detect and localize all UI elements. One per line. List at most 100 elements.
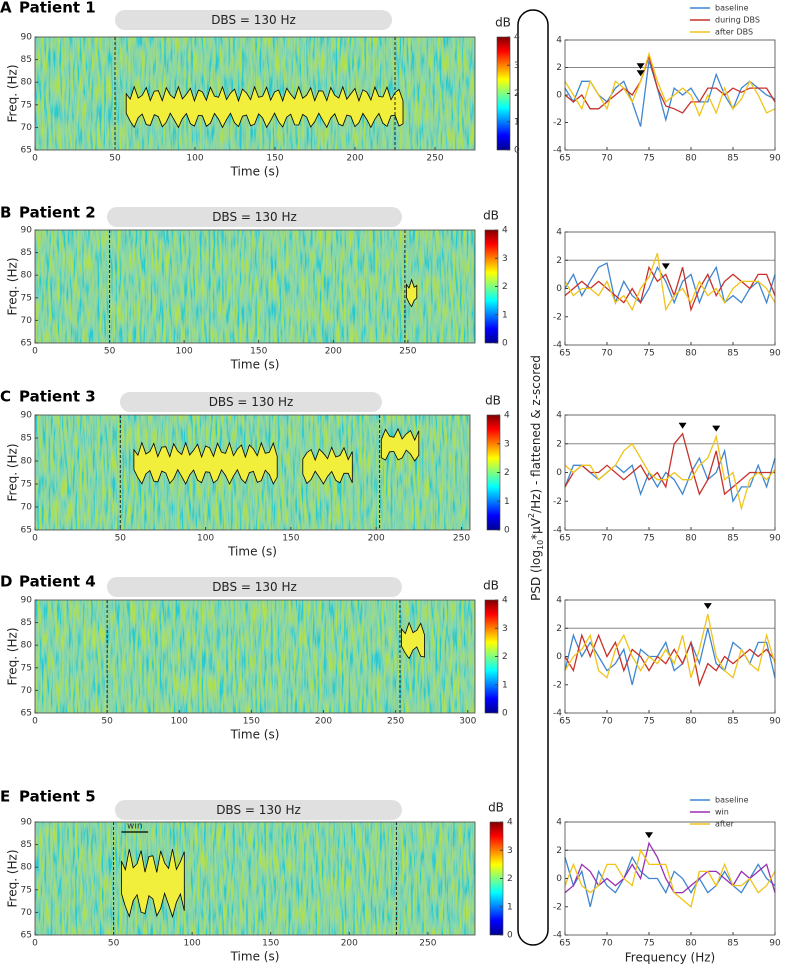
panel-letter: C xyxy=(0,388,11,406)
window-label: win xyxy=(127,822,143,832)
x-tick-label: 65 xyxy=(559,534,570,544)
x-tick-label: 50 xyxy=(101,717,113,727)
panel-letter: E xyxy=(0,788,10,806)
panel-title: Patient 4 xyxy=(19,573,96,591)
colorbar-tick-label: 2 xyxy=(507,874,513,884)
x-axis-label: Time (s) xyxy=(230,358,280,372)
x-tick-label: 70 xyxy=(601,349,613,359)
label-part: *µV xyxy=(529,517,543,540)
series-line xyxy=(564,841,776,894)
y-axis-label: Freq. (Hz) xyxy=(6,443,20,501)
y-tick-label: 2 xyxy=(556,63,562,73)
x-tick-label: 80 xyxy=(685,939,697,949)
legend-label: baseline xyxy=(715,4,749,13)
y-tick-label: -4 xyxy=(553,931,562,941)
y-tick-label: 90 xyxy=(21,226,33,236)
plot-frame xyxy=(34,229,476,344)
label-part: /Hz) - flattened & z-scored xyxy=(529,355,543,513)
y-tick-label: 85 xyxy=(21,248,32,258)
panel-letter: B xyxy=(0,204,11,222)
x-tick-label: 80 xyxy=(685,349,697,359)
y-tick-label: 75 xyxy=(21,293,32,303)
x-tick-label: 250 xyxy=(387,717,404,727)
annotation-box xyxy=(107,207,402,227)
series-line xyxy=(564,855,776,907)
annotation: DBS = 130 Hz xyxy=(216,803,301,817)
x-tick-label: 90 xyxy=(769,154,781,164)
y-tick-label: -2 xyxy=(553,497,562,507)
x-tick-label: 75 xyxy=(643,349,654,359)
annotation: DBS = 130 Hz xyxy=(211,13,296,27)
panel-letter: A xyxy=(0,0,12,17)
annotation: DBS = 130 Hz xyxy=(209,395,294,409)
y-tick-label: 0 xyxy=(556,284,562,294)
x-tick-label: 250 xyxy=(453,534,470,544)
cluster xyxy=(133,441,278,485)
cluster xyxy=(401,621,425,660)
series-line xyxy=(564,54,776,114)
panel-title: Patient 2 xyxy=(19,204,96,222)
colorbar-label: dB xyxy=(483,579,499,593)
y-tick-label: 70 xyxy=(21,503,33,513)
peak-marker xyxy=(636,63,645,70)
x-tick-label: 70 xyxy=(601,154,613,164)
x-tick-label: 80 xyxy=(685,154,697,164)
y-tick-label: 75 xyxy=(21,100,32,110)
x-tick-label: 85 xyxy=(727,717,738,727)
y-tick-label: 65 xyxy=(21,146,32,156)
y-tick-label: 80 xyxy=(21,457,33,467)
x-tick-label: 250 xyxy=(399,347,416,357)
colorbar-tick-label: 0 xyxy=(502,709,508,719)
y-tick-label: -4 xyxy=(553,526,562,536)
x-axis-label: Time (s) xyxy=(230,950,280,964)
x-tick-label: 100 xyxy=(176,347,193,357)
x-tick-label: 75 xyxy=(643,717,654,727)
y-tick-label: 0 xyxy=(556,874,562,884)
x-tick-label: 85 xyxy=(727,154,738,164)
x-tick-label: 0 xyxy=(32,717,38,727)
annotation-box xyxy=(115,10,392,30)
spectrogram-texture xyxy=(35,822,475,935)
peak-marker xyxy=(703,603,712,610)
annotation-box xyxy=(107,577,402,597)
x-tick-label: 75 xyxy=(643,154,654,164)
y-tick-label: 85 xyxy=(21,55,32,65)
peak-marker xyxy=(645,832,653,839)
x-tick-label: 80 xyxy=(685,717,697,727)
y-tick-label: 75 xyxy=(21,885,32,895)
x-tick-label: 90 xyxy=(769,534,781,544)
x-tick-label: 0 xyxy=(32,347,38,357)
panel-title: Patient 1 xyxy=(19,0,96,17)
y-tick-label: 4 xyxy=(556,228,562,238)
series-line xyxy=(564,434,776,511)
y-tick-label: 70 xyxy=(21,316,33,326)
peak-marker xyxy=(636,70,645,77)
label-sup: 2 xyxy=(527,513,536,518)
y-tick-label: 2 xyxy=(556,624,562,634)
legend-label: after DBS xyxy=(715,28,753,37)
peak-marker xyxy=(678,422,687,429)
annotation: DBS = 130 Hz xyxy=(212,580,297,594)
colorbar-tick-label: 4 xyxy=(507,818,513,828)
series-line xyxy=(564,613,776,679)
colorbar-tick-label: 2 xyxy=(502,652,508,662)
colorbar-tick-label: 0 xyxy=(504,526,510,536)
plot-frame xyxy=(34,36,476,151)
y-tick-label: 85 xyxy=(21,434,32,444)
annotation: DBS = 130 Hz xyxy=(212,210,297,224)
spectrogram-texture xyxy=(35,600,475,713)
series-line xyxy=(564,51,776,118)
y-tick-label: 80 xyxy=(21,863,33,873)
y-tick-label: 2 xyxy=(556,846,562,856)
x-tick-label: 90 xyxy=(769,939,781,949)
x-tick-label: 50 xyxy=(115,534,127,544)
y-axis-label: Freq. (Hz) xyxy=(6,627,20,685)
x-tick-label: 200 xyxy=(368,534,385,544)
y-tick-label: 0 xyxy=(556,468,562,478)
x-tick-label: 50 xyxy=(108,939,120,949)
colorbar-tick-label: 4 xyxy=(502,226,508,236)
x-tick-label: 100 xyxy=(197,534,214,544)
y-tick-label: 90 xyxy=(21,596,33,606)
y-tick-label: -2 xyxy=(553,902,562,912)
